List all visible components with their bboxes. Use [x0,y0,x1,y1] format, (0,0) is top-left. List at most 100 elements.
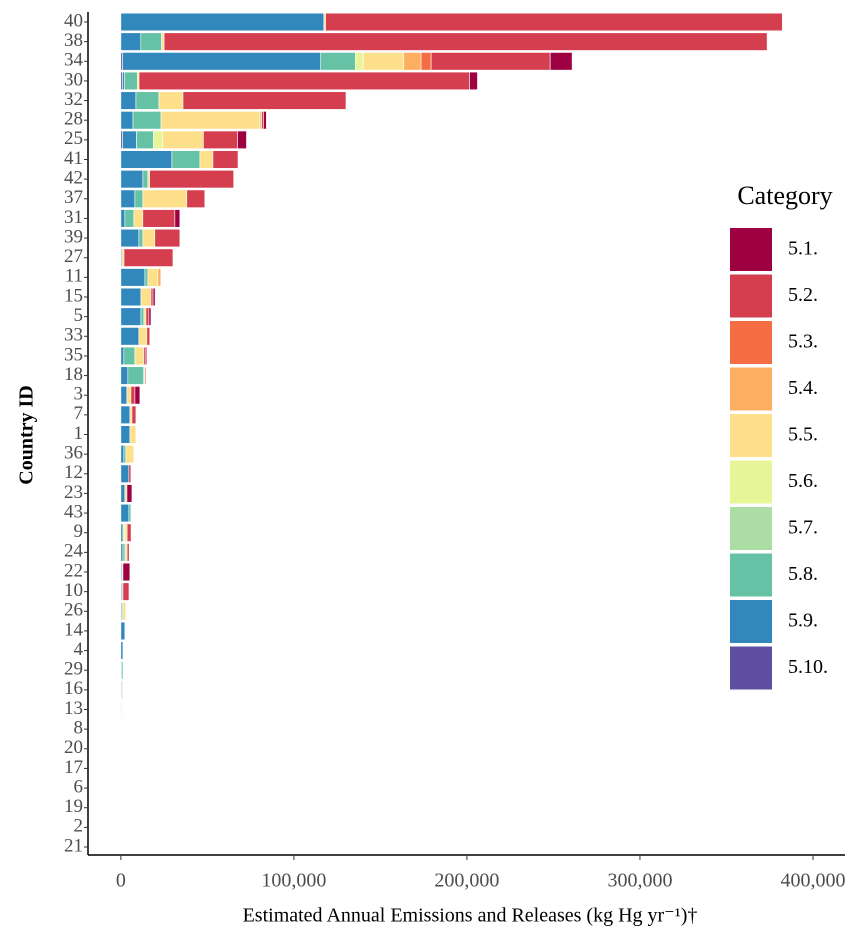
bar-segment [237,131,246,149]
legend-label: 5.3. [788,331,818,353]
legend-swatch [730,228,772,271]
y-tick-label: 12 [64,462,83,483]
bar-segment [143,170,148,188]
y-tick-label: 26 [64,600,83,621]
bar-segment [158,269,161,287]
bar-segment [144,308,146,326]
y-tick-label: 24 [64,541,84,562]
bar-segment [162,131,203,149]
bar-segment [135,347,144,365]
legend-label: 5.2. [788,284,818,306]
bar-segment [159,92,183,110]
legend-label: 5.5. [788,424,818,446]
bar-segment [550,52,572,70]
bar-segment [139,229,143,247]
y-tick-label: 22 [64,560,83,581]
bar-segment [421,52,431,70]
bar-segment [213,151,238,169]
bar-segment [123,602,126,620]
bar-segment [470,72,478,90]
bar-segment [124,249,173,267]
bar-segment [121,308,141,326]
legend-label: 5.1. [788,238,818,260]
bar-segment [121,13,324,31]
bar-segment [187,190,205,208]
y-tick-label: 4 [74,639,84,660]
bar-segment [139,72,469,90]
bar-segment [124,72,137,90]
bar-segment [135,386,140,404]
legend-label: 5.7. [788,517,818,539]
bar-segment [143,210,175,228]
y-tick-label: 8 [74,718,84,739]
bar-segment [148,269,158,287]
legend-swatch [730,368,772,411]
bar-segment [121,445,124,463]
y-tick-label: 36 [64,443,83,464]
bar-segment [146,347,147,365]
bar-segment [145,269,148,287]
y-tick-label: 9 [74,521,84,542]
bar-segment [121,33,141,51]
bar-segment [149,308,151,326]
bar-segment [121,406,130,424]
bar-segment [125,210,134,228]
bar-segment [121,367,128,385]
x-tick-label: 200,000 [434,870,499,892]
bar-segment [121,544,123,562]
bar-segment [203,131,237,149]
bar-segment [146,308,149,326]
y-tick-label: 11 [65,266,83,287]
bar-segment [121,524,123,542]
y-tick-label: 20 [64,737,83,758]
bar-segment [121,642,123,660]
bar-segment [183,92,346,110]
x-tick-label: 0 [116,870,126,892]
bar-segment [161,111,260,129]
y-tick-label: 16 [64,678,83,699]
y-tick-label: 40 [64,10,83,31]
y-tick-label: 32 [64,89,83,110]
legend-title: Category [737,181,832,210]
bar-segment [363,52,404,70]
x-tick-label: 300,000 [607,870,672,892]
bar-segment [123,52,321,70]
y-tick-label: 28 [64,109,83,130]
bar-segment [321,52,356,70]
bar-segment [121,504,129,522]
bar-segment [123,544,125,562]
bar-segment [355,52,363,70]
bar-segment [121,622,125,640]
y-tick-label: 5 [74,305,84,326]
bar-segment [121,485,125,503]
bar-segment [121,465,129,483]
legend-swatch [730,275,772,318]
bar-segment [129,465,131,483]
bar-segment [147,327,150,345]
bar-segment [164,33,767,51]
y-axis-title: Country ID [16,385,38,484]
bar-segment [175,210,180,228]
bar-segment [162,33,165,51]
bar-segment [123,563,130,581]
legend-swatch [730,507,772,550]
bar-segment [139,327,147,345]
bar-segment [153,288,155,306]
bar-segment [121,92,136,110]
bar-segment [124,445,126,463]
bar-segment [141,308,144,326]
bar-segment [121,111,133,129]
y-tick-label: 37 [64,187,83,208]
bar-segment [150,170,234,188]
x-tick-label: 100,000 [261,870,326,892]
y-tick-label: 23 [64,482,83,503]
bar-segment [141,33,162,51]
y-tick-label: 3 [74,384,84,405]
legend-swatch [730,321,772,364]
legend-label: 5.10. [788,656,828,678]
y-tick-label: 10 [64,580,83,601]
bar-segment [135,190,143,208]
bar-segment [121,426,130,444]
bar-segment [121,347,124,365]
bar-segment [123,131,137,149]
